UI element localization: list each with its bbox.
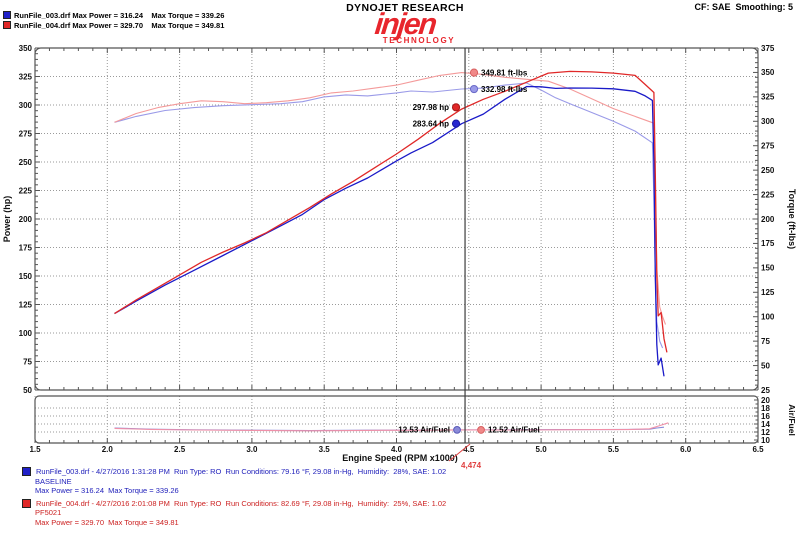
run2-conditions-text: RunFile_004.drf - 4/27/2016 2:01:08 PM R… bbox=[36, 498, 447, 508]
power_run1-curve bbox=[114, 85, 665, 377]
cursor-marker-dot bbox=[451, 103, 461, 112]
cursor-value-label: 349.81 ft-lbs bbox=[481, 68, 528, 77]
power-tick-label: 100 bbox=[19, 329, 33, 338]
cf-smoothing-setting: CF: SAE Smoothing: 5 bbox=[694, 2, 794, 12]
power-tick-label: 300 bbox=[19, 101, 33, 110]
run1-conditions-row: RunFile_003.drf - 4/27/2016 1:31:28 PM R… bbox=[22, 467, 446, 477]
power-tick-label: 50 bbox=[23, 386, 32, 395]
rpm-tick-label: 6.0 bbox=[680, 445, 692, 454]
cursor-value-label: 283.64 hp bbox=[413, 119, 450, 128]
torque-tick-label: 175 bbox=[761, 239, 775, 248]
rpm-tick-label: 6.5 bbox=[752, 445, 764, 454]
torque-tick-label: 75 bbox=[761, 337, 770, 346]
power-tick-label: 200 bbox=[19, 215, 33, 224]
cursor-value-label: 297.98 hp bbox=[413, 103, 450, 112]
top-legend-run1-text: RunFile_003.drf Max Power = 316.24 Max T… bbox=[14, 10, 225, 20]
dyno-plot[interactable]: 50 75 100 125 150 175 200 225 250 275 300 325 350 25 5… bbox=[0, 0, 800, 475]
torque_run1-curve bbox=[114, 82, 664, 349]
torque-tick-label: 200 bbox=[761, 215, 775, 224]
dynojet-research-wordmark: DYNOJET RESEARCH bbox=[346, 2, 464, 14]
run1-details: RunFile_003.drf - 4/27/2016 1:31:28 PM R… bbox=[22, 467, 446, 496]
af-tick-label: 14 bbox=[761, 420, 770, 429]
torque-tick-label: 275 bbox=[761, 142, 775, 151]
cursor-readout-leader bbox=[448, 443, 471, 462]
top-legend-run2: RunFile_004.drf Max Power = 329.70 Max T… bbox=[3, 20, 224, 30]
power-tick-label: 225 bbox=[19, 186, 33, 195]
power-tick-label: 325 bbox=[19, 72, 33, 81]
af-marker-dot bbox=[453, 425, 461, 434]
cursor-marker-dot bbox=[451, 119, 461, 128]
af-tick-label: 20 bbox=[761, 396, 770, 405]
rpm-tick-label: 4.5 bbox=[463, 445, 475, 454]
run-details-legend: RunFile_003.drf - 4/27/2016 1:31:28 PM R… bbox=[22, 467, 446, 531]
power-tick-label: 150 bbox=[19, 272, 33, 281]
run1-color-swatch bbox=[3, 11, 11, 19]
torque-tick-label: 150 bbox=[761, 264, 775, 273]
run1-conditions-text: RunFile_003.drf - 4/27/2016 1:31:28 PM R… bbox=[36, 467, 447, 476]
af-marker-dot bbox=[477, 426, 485, 434]
injen-technology-label: TECHNOLOGY bbox=[382, 36, 456, 45]
run1-max-values: Max Power = 316.24 Max Torque = 339.26 bbox=[35, 486, 179, 496]
rpm-tick-label: 2.5 bbox=[174, 445, 186, 454]
torque-axis-title: Torque (ft-lbs) bbox=[787, 189, 797, 249]
torque-tick-label: 300 bbox=[761, 117, 775, 126]
cursor-rpm-readout: 4,474 bbox=[461, 461, 482, 470]
run2-max-values: Max Power = 329.70 Max Torque = 349.81 bbox=[35, 517, 179, 527]
run2-color-swatch bbox=[3, 21, 11, 29]
cursor-value-label: 332.98 ft-lbs bbox=[481, 85, 528, 94]
torque_run2-curve bbox=[114, 72, 667, 325]
torque-tick-label: 375 bbox=[761, 44, 775, 53]
power_run2-curve bbox=[114, 70, 668, 353]
torque-tick-label: 225 bbox=[761, 190, 775, 199]
af-axis-title: Air/Fuel bbox=[787, 404, 797, 436]
power-tick-label: 275 bbox=[19, 129, 33, 138]
torque-tick-label: 325 bbox=[761, 93, 775, 102]
power-tick-label: 175 bbox=[19, 243, 33, 252]
top-legend-run1: RunFile_003.drf Max Power = 316.24 Max T… bbox=[3, 10, 224, 20]
torque-tick-label: 50 bbox=[761, 361, 770, 370]
rpm-tick-label: 4.0 bbox=[391, 445, 403, 454]
af-tick-label: 16 bbox=[761, 412, 770, 421]
run2-label: PF5021 bbox=[35, 508, 62, 518]
power-tick-label: 125 bbox=[19, 300, 33, 309]
rpm-tick-label: 3.5 bbox=[319, 445, 331, 454]
rpm-tick-label: 1.5 bbox=[29, 445, 41, 454]
torque-tick-label: 25 bbox=[761, 386, 770, 395]
power-tick-label: 250 bbox=[19, 158, 33, 167]
power-tick-label: 350 bbox=[19, 44, 33, 53]
run1-legend-swatch bbox=[22, 467, 31, 477]
rpm-tick-label: 3.0 bbox=[246, 445, 258, 454]
torque-tick-label: 250 bbox=[761, 166, 775, 175]
power-axis-title: Power (hp) bbox=[2, 196, 12, 243]
cursor-marker-dot bbox=[469, 84, 479, 94]
af-value-label: 12.52 Air/Fuel bbox=[488, 426, 540, 435]
af-tick-label: 18 bbox=[761, 404, 770, 413]
top-run-legend: RunFile_003.drf Max Power = 316.24 Max T… bbox=[3, 10, 224, 30]
top-legend-run2-text: RunFile_004.drf Max Power = 329.70 Max T… bbox=[14, 20, 225, 30]
run2-details: RunFile_004.drf - 4/27/2016 2:01:08 PM R… bbox=[22, 499, 446, 528]
torque-tick-label: 100 bbox=[761, 313, 775, 322]
rpm-tick-label: 2.0 bbox=[102, 445, 114, 454]
rpm-tick-label: 5.0 bbox=[536, 445, 548, 454]
run1-label: BASELINE bbox=[35, 476, 72, 486]
rpm-tick-label: 5.5 bbox=[608, 445, 620, 454]
af-tick-label: 12 bbox=[761, 428, 770, 437]
run2-conditions-row: RunFile_004.drf - 4/27/2016 2:01:08 PM R… bbox=[22, 499, 446, 509]
rpm-axis-title: Engine Speed (RPM x1000) bbox=[342, 453, 458, 463]
af-value-label: 12.53 Air/Fuel bbox=[398, 426, 450, 435]
brand-block: DYNOJET RESEARCH injen TECHNOLOGY bbox=[330, 2, 480, 45]
run2-legend-swatch bbox=[22, 499, 31, 509]
torque-tick-label: 350 bbox=[761, 68, 775, 77]
af-tick-label: 10 bbox=[761, 436, 770, 445]
power-tick-label: 75 bbox=[23, 357, 32, 366]
torque-tick-label: 125 bbox=[761, 288, 775, 297]
cursor-marker-dot bbox=[469, 68, 479, 77]
